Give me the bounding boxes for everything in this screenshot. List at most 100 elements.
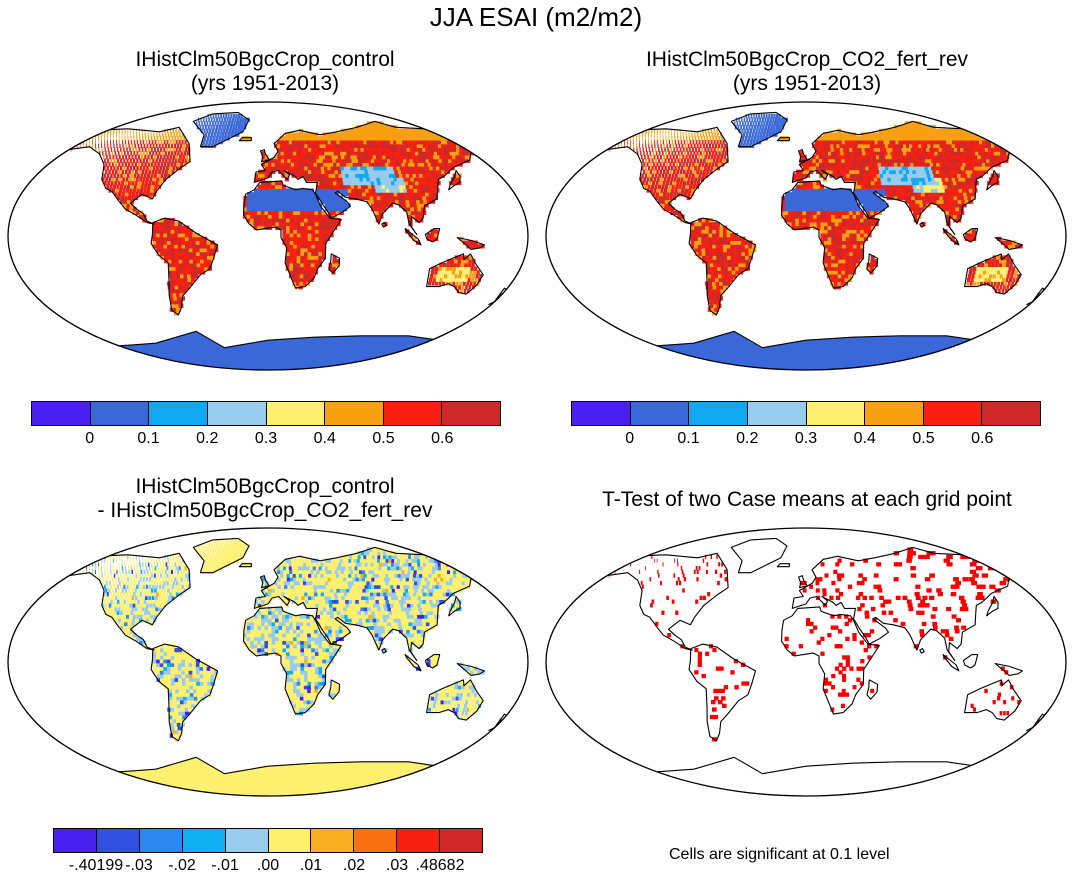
grid-cell (934, 166, 940, 171)
grid-cell (136, 140, 139, 145)
grid-cell (712, 136, 715, 141)
grid-cell (967, 166, 973, 171)
grid-cell (159, 136, 162, 141)
grid-cell (844, 192, 849, 197)
grid-cell (164, 255, 169, 260)
grid-cell (172, 128, 174, 134)
grid-cell (921, 158, 928, 163)
grid-cell (121, 132, 123, 137)
grid-cell (690, 151, 693, 156)
grid-cell (871, 162, 876, 167)
grid-cell (390, 192, 395, 197)
grid-cell (385, 154, 391, 160)
grid-cell (150, 184, 155, 189)
grid-cell (244, 117, 248, 122)
grid-cell (346, 143, 352, 148)
grid-cell (268, 180, 272, 186)
grid-cell (323, 188, 328, 193)
grid-cell (876, 158, 882, 163)
grid-cell (985, 274, 989, 279)
grid-cell (989, 132, 997, 137)
grid-cell (118, 154, 121, 160)
grid-cell (296, 277, 300, 282)
grid-cell (844, 270, 849, 275)
grid-cell (199, 255, 205, 260)
grid-cell (881, 184, 887, 189)
grid-cell (199, 247, 204, 253)
grid-cell (161, 158, 165, 163)
grid-cell (718, 143, 721, 148)
grid-cell (802, 214, 807, 219)
grid-cell (952, 214, 958, 219)
grid-cell (111, 169, 115, 174)
grid-cell (928, 151, 934, 156)
grid-cell (851, 195, 856, 201)
grid-cell (823, 188, 828, 193)
grid-cell (363, 154, 369, 160)
grid-cell (719, 285, 725, 290)
grid-cell (690, 233, 695, 238)
grid-cell (110, 158, 113, 163)
grid-cell (176, 292, 181, 297)
grid-cell (848, 207, 853, 212)
grid-cell (716, 259, 722, 264)
grid-cell (852, 240, 858, 245)
grid-cell (257, 188, 262, 193)
grid-cell (318, 218, 323, 223)
grid-cell (429, 173, 435, 178)
grid-cell (156, 251, 161, 256)
grid-cell (856, 259, 861, 264)
grid-cell (333, 166, 339, 171)
grid-cell (339, 140, 345, 145)
grid-cell (442, 166, 449, 171)
grid-cell (212, 121, 214, 126)
grid-cell (123, 199, 127, 204)
grid-cell (909, 184, 915, 189)
grid-cell (268, 192, 273, 197)
grid-cell (695, 162, 698, 167)
grid-cell (310, 199, 315, 204)
grid-cell (297, 136, 302, 141)
grid-cell (870, 221, 876, 227)
grid-cell (844, 277, 849, 282)
grid-cell (965, 188, 971, 193)
grid-cell (217, 121, 220, 126)
grid-cell (831, 132, 836, 137)
grid-cell (367, 184, 373, 189)
grid-cell (908, 166, 913, 171)
grid-cell (862, 199, 867, 204)
grid-cell (648, 128, 650, 134)
grid-cell (254, 177, 259, 182)
grid-cell (335, 262, 340, 268)
grid-cell (290, 158, 295, 163)
grid-cell (726, 229, 731, 234)
grid-cell (775, 128, 778, 134)
grid-cell (296, 251, 301, 256)
grid-cell (399, 188, 405, 193)
grid-cell (110, 128, 112, 134)
grid-cell (322, 229, 327, 234)
grid-cell (128, 154, 131, 160)
grid-cell (331, 143, 337, 148)
grid-cell (663, 143, 665, 148)
grid-cell (656, 154, 659, 160)
grid-cell (163, 236, 168, 241)
grid-cell (113, 184, 117, 189)
grid-cell (210, 143, 214, 148)
grid-cell (192, 247, 197, 253)
grid-cell (300, 259, 305, 264)
grid-cell (719, 225, 724, 230)
grid-cell (662, 136, 664, 141)
grid-cell (784, 218, 789, 223)
grid-cell (253, 203, 258, 208)
grid-cell (933, 154, 939, 160)
grid-cell (110, 147, 113, 152)
grid-cell (390, 177, 395, 182)
grid-cell (311, 169, 316, 174)
grid-cell (174, 221, 179, 227)
grid-cell (879, 192, 884, 197)
grid-cell (155, 151, 158, 156)
grid-cell (387, 180, 393, 186)
grid-cell (848, 162, 853, 167)
grid-cell (314, 266, 319, 271)
